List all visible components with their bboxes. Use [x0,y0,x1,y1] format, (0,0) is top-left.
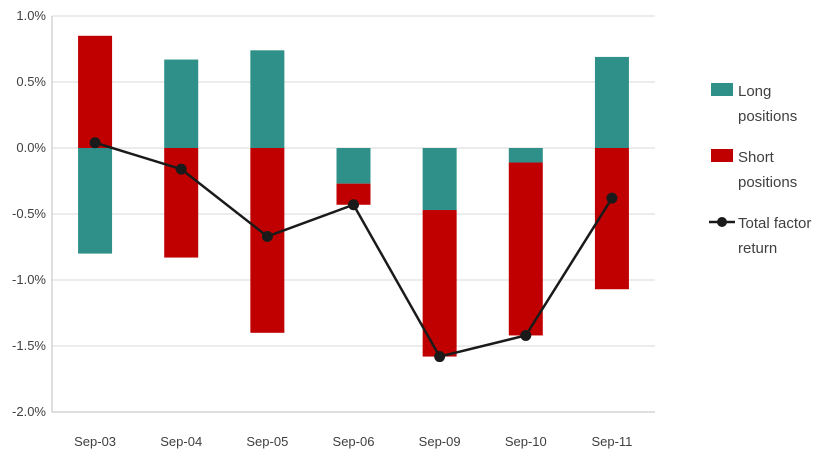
x-tick-label: Sep-04 [160,434,202,449]
short-positions-bar [422,210,457,357]
x-tick-label: Sep-09 [419,434,461,449]
long-positions-bar [336,148,371,184]
line-point [89,137,101,149]
gridlines [52,15,655,413]
line-point [175,163,187,175]
axes [51,16,655,413]
y-tick-label: 0.0% [16,140,46,155]
legend-label-total-factor-return: return [738,240,777,257]
x-tick-label: Sep-11 [591,434,632,449]
legend-label-total-factor-return: Total factor [738,215,811,232]
legend-label-long-positions: Long [738,83,771,100]
line-point [261,230,273,242]
x-tick-label: Sep-05 [246,434,288,449]
x-tick-label: Sep-03 [74,434,116,449]
line-point [606,192,618,204]
short-positions-bar [78,35,113,148]
long-positions-bar [164,59,199,149]
x-tick-label: Sep-10 [505,434,547,449]
total-factor-return-line [89,137,618,363]
line-point [520,329,532,341]
long-positions-bar [422,148,457,211]
y-tick-label: 0.5% [16,74,46,89]
line-point [348,199,359,211]
y-axis-ticks: 1.0% 0.5% 0.0% -0.5% -1.0% -1.5% -2.0% [12,8,46,419]
long-positions-bar [594,56,629,148]
short-positions-bar [594,148,629,290]
y-tick-label: -0.5% [12,206,46,221]
legend-label-short-positions: positions [738,174,797,191]
x-axis-ticks: Sep-03 Sep-04 Sep-05 Sep-06 Sep-09 Sep-10 Sep-… [74,434,632,449]
bars [78,35,629,357]
y-tick-label: 1.0% [16,8,46,23]
long-positions-bar [508,148,543,163]
long-positions-bar [250,50,285,148]
y-tick-label: -1.5% [12,338,46,353]
short-positions-bar [336,183,371,205]
short-positions-bar [508,162,543,336]
legend-swatch-long-positions [711,83,733,96]
legend-marker-total-factor-return [717,217,727,227]
legend-label-short-positions: Short [738,149,775,166]
legend-label-long-positions: positions [738,108,797,125]
legend-swatch-short-positions [711,149,733,162]
y-tick-label: -1.0% [12,272,46,287]
line-point [434,351,446,363]
y-tick-label: -2.0% [12,404,46,419]
x-tick-label: Sep-06 [333,434,375,449]
legend: Long positions Short positions Total factor r… [709,83,811,257]
long-positions-bar [78,148,113,254]
